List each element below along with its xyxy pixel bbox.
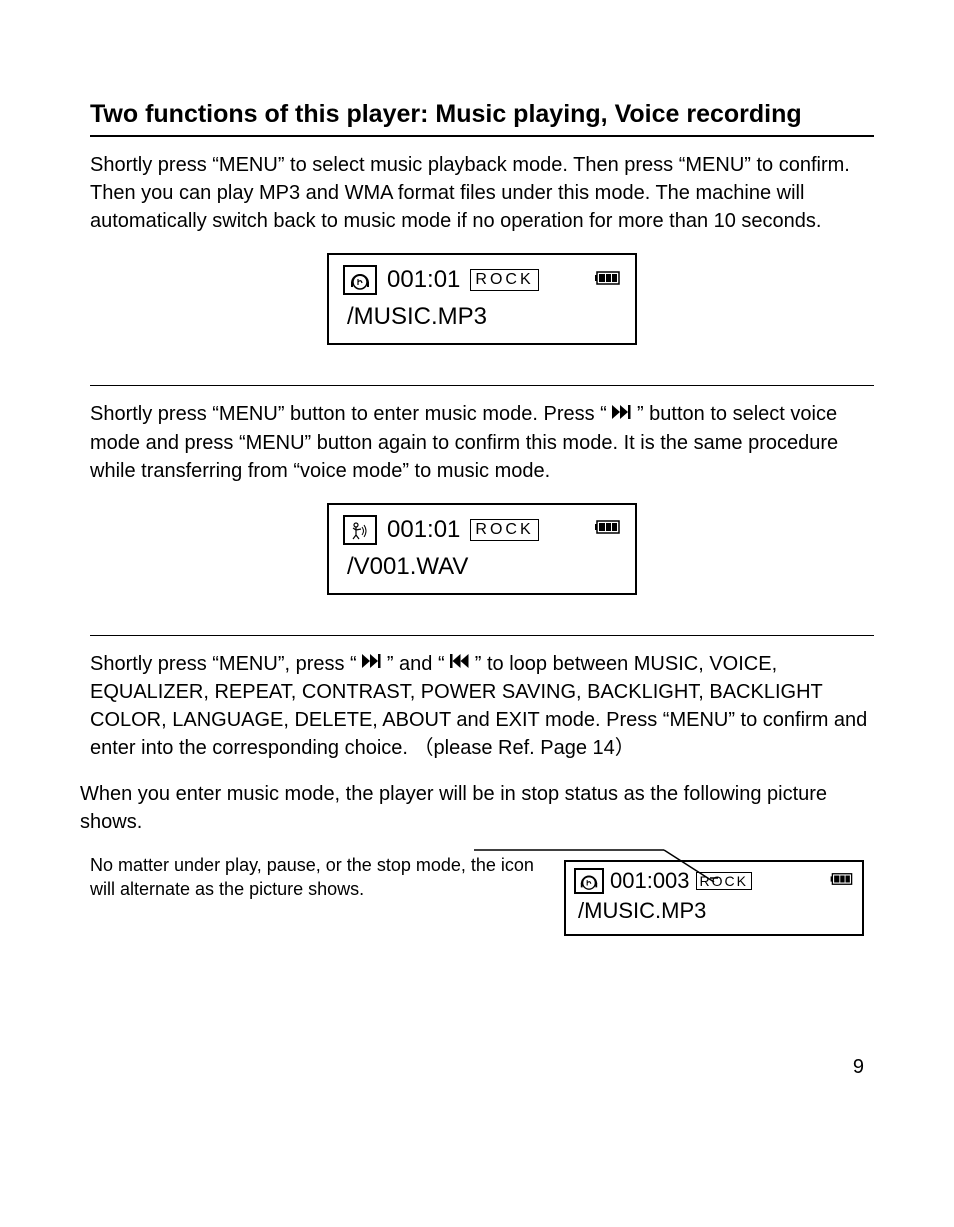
headphone-icon <box>343 265 377 295</box>
lcd-display-music: 001:01 ROCK /MUSIC.MP3 <box>90 253 874 345</box>
prev-icon <box>450 648 469 676</box>
section3-text-part1: Shortly press “MENU”, press “ <box>90 653 357 675</box>
page-title: Two functions of this player: Music play… <box>90 100 874 137</box>
voice-icon <box>343 515 377 545</box>
divider <box>90 635 874 636</box>
battery-icon <box>595 519 621 540</box>
section2-text-part1: Shortly press “MENU” button to enter mus… <box>90 403 612 425</box>
section2-text: Shortly press “MENU” button to enter mus… <box>90 400 874 485</box>
lcd-display-voice: 001:01 ROCK /V001.WAV <box>90 503 874 595</box>
lcd-filename: /MUSIC.MP3 <box>347 303 621 331</box>
lcd-time: 001:01 <box>387 266 460 294</box>
next-icon <box>362 648 381 676</box>
divider <box>90 385 874 386</box>
lcd-filename: /MUSIC.MP3 <box>578 898 854 924</box>
lcd-eq: ROCK <box>470 519 538 541</box>
page-number: 9 <box>90 1056 874 1079</box>
section3-text: Shortly press “MENU”, press “ ” and “ ” … <box>90 650 874 763</box>
section1-text: Shortly press “MENU” to select music pla… <box>90 151 874 235</box>
section4-intro: When you enter music mode, the player wi… <box>80 780 874 836</box>
callout-line <box>474 842 764 892</box>
next-icon <box>612 399 631 427</box>
lcd-eq: ROCK <box>470 269 538 291</box>
battery-icon <box>830 872 854 891</box>
battery-icon <box>595 270 621 291</box>
section3-text-part2: ” and “ <box>387 653 445 675</box>
lcd-filename: /V001.WAV <box>347 553 621 581</box>
lcd-time: 001:01 <box>387 516 460 544</box>
